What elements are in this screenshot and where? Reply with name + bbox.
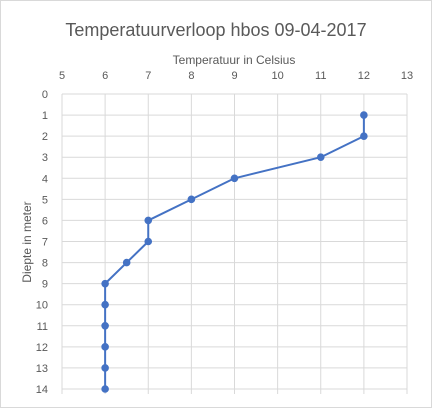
- y-tick-label: 11: [37, 321, 48, 333]
- y-tick-label: 5: [42, 194, 48, 206]
- x-tick-label: 6: [102, 70, 108, 82]
- y-tick-label: 0: [42, 89, 48, 101]
- data-point: [101, 300, 109, 309]
- data-point: [101, 279, 109, 288]
- x-tick-label: 5: [59, 70, 65, 82]
- x-tick-label: 13: [401, 70, 413, 82]
- x-tick-label: 8: [188, 70, 194, 82]
- data-point: [144, 237, 153, 246]
- data-point: [187, 195, 196, 204]
- x-tick-label: 11: [315, 70, 326, 82]
- y-tick-label: 3: [42, 152, 48, 164]
- y-tick-label: 12: [36, 342, 48, 354]
- y-tick-label: 4: [42, 173, 48, 185]
- data-point: [144, 216, 153, 225]
- y-tick-label: 6: [42, 215, 48, 227]
- data-point: [230, 174, 239, 183]
- data-point: [101, 343, 109, 351]
- data-point: [316, 153, 325, 162]
- y-tick-label: 7: [42, 237, 48, 249]
- y-tick-label: 10: [36, 300, 48, 312]
- x-tick-label: 9: [231, 70, 237, 82]
- y-tick-label: 8: [42, 258, 48, 270]
- data-point: [360, 111, 368, 119]
- data-point: [101, 385, 109, 393]
- data-point: [122, 258, 131, 267]
- data-point: [360, 132, 368, 140]
- x-axis-label: Temperatuur in Celsius: [172, 53, 296, 67]
- x-tick-label: 12: [358, 70, 370, 82]
- x-tick-label: 10: [272, 70, 284, 82]
- y-tick-label: 13: [36, 363, 48, 375]
- y-tick-label: 1: [42, 110, 48, 122]
- y-tick-label: 14: [36, 384, 48, 396]
- y-tick-label: 9: [42, 279, 48, 291]
- data-point: [101, 321, 109, 330]
- data-point: [101, 364, 109, 372]
- y-tick-label: 2: [42, 131, 48, 143]
- x-tick-label: 7: [145, 70, 151, 82]
- chart-title: Temperatuurverloop hbos 09-04-2017: [65, 20, 367, 40]
